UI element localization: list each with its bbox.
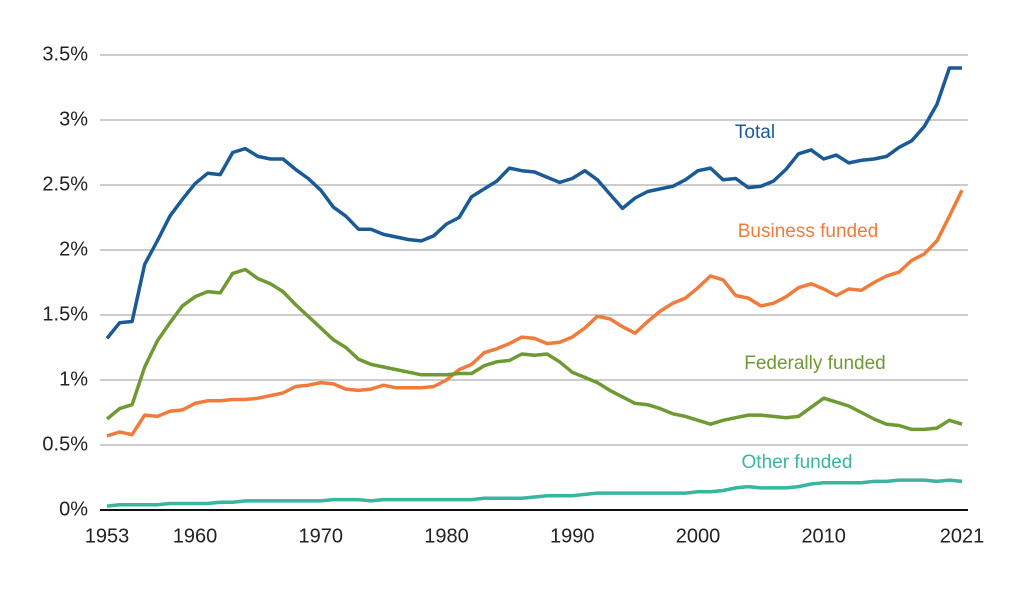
series-label: Business funded [738,221,879,242]
y-tick-label: 0% [59,498,88,520]
series-label: Total [735,122,775,143]
x-tick-label: 2010 [801,525,846,547]
x-tick-label: 1990 [550,525,595,547]
series-label: Federally funded [744,353,886,374]
y-tick-label: 2.5% [42,173,88,195]
x-tick-label: 2021 [940,525,985,547]
x-tick-label: 1960 [173,525,218,547]
series-line [105,267,963,432]
series-label: Other funded [742,452,853,473]
y-tick-label: 1.5% [42,303,88,325]
y-tick-label: 2% [59,238,88,260]
y-tick-label: 0.5% [42,433,88,455]
x-tick-label: 1970 [299,525,344,547]
y-tick-label: 3% [59,108,88,130]
series-line [106,189,964,438]
y-tick-label: 1% [59,368,88,390]
y-tick-label: 3.5% [42,43,88,65]
series-line [105,66,962,340]
x-tick-label: 2000 [676,525,721,547]
x-tick-label: 1953 [85,525,130,547]
series-line [106,478,963,508]
x-tick-label: 1980 [424,525,469,547]
